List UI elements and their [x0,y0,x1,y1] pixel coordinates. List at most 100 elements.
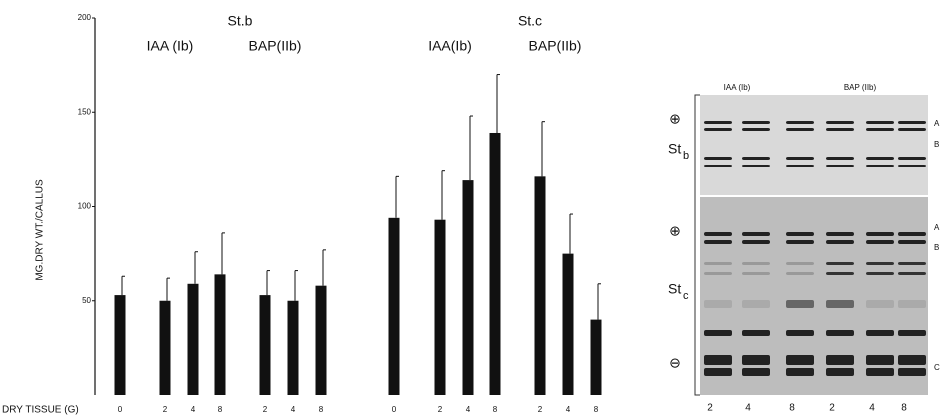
gel-symbol: ⊖ [669,355,681,371]
gel-band [898,368,926,376]
gel-marker: A [934,119,940,128]
gel-band [898,157,926,160]
gel-band [742,157,770,160]
gel-band [866,272,894,275]
bar [187,283,199,395]
gel-band [826,368,854,376]
y-tick-label: 150 [78,107,92,116]
gel-symbol: ⊕ [669,111,681,127]
x-tick-label: 8 [493,405,498,414]
gel-band [898,300,926,308]
x-tick-label: 4 [466,405,471,414]
gel-row-sub: b [683,150,689,162]
gel-band [742,240,770,244]
error-bar [496,74,500,133]
bar [562,253,574,395]
error-bar [194,251,198,284]
gel-band [704,272,732,275]
gel-band [866,368,894,376]
gel-band [704,368,732,376]
y-tick-label: 100 [78,202,92,211]
gel-symbol: ⊕ [669,223,681,239]
gel-band [786,368,814,376]
gel-marker: C [934,363,940,372]
bar [159,300,171,395]
gel-band [826,330,854,336]
gel-band [866,262,894,265]
gel-band [786,128,814,131]
gel-band [898,272,926,275]
error-bar [121,275,125,296]
x-tick-label: 2 [438,405,443,414]
gel-lane-label: 8 [901,403,907,414]
gel-band [704,157,732,160]
gel-band [898,121,926,124]
gel-band [866,330,894,336]
gel-band [898,165,926,167]
x-tick-label: 4 [566,405,571,414]
gel-band [826,262,854,265]
gel-marker: A [934,223,940,232]
x-tick-label: 0 [118,405,123,414]
error-bar [541,121,545,177]
gel-band [826,121,854,124]
gel-panel [700,197,928,395]
gel-band [866,121,894,124]
error-bar [294,270,298,301]
gel-band [742,262,770,265]
gel-band [742,128,770,131]
x-tick-label: 2 [263,405,268,414]
error-bar [221,232,225,275]
gel-band [786,121,814,124]
gel-band [786,272,814,275]
gel-band [704,330,732,336]
gel-band [704,300,732,308]
gel-band [866,157,894,160]
gel-lane-group: BAP (IIb) [844,83,877,92]
bracket [694,94,700,396]
error-bar [469,115,473,181]
gel-band [866,300,894,308]
gel-band [898,330,926,336]
gel-band [866,232,894,236]
bar [114,295,126,395]
gel-band [786,165,814,167]
gel-band [866,128,894,131]
bar [534,176,546,395]
gel-row-label: St [668,141,681,157]
bar [287,300,299,395]
bar [590,319,602,395]
gel-band [826,300,854,308]
group-label: IAA (Ib) [147,38,194,54]
gel-lane-label: 8 [789,403,795,414]
bar [259,295,271,395]
error-bar [441,170,445,220]
bar [388,217,400,395]
gel-band [786,300,814,308]
gel-band [826,355,854,365]
x-tick-label: 8 [594,405,599,414]
gel-band [826,232,854,236]
gel-band [742,272,770,275]
gel-panel [700,95,928,195]
error-bar [322,249,326,286]
error-bar [166,277,170,301]
gel-lane-label: 4 [869,403,875,414]
error-bar [569,213,573,254]
group-label: St.b [228,13,253,29]
group-label: IAA(Ib) [428,38,472,54]
gel-band [704,128,732,131]
y-axis-title: MG.DRY WT./CALLUS [35,179,46,281]
x-tick-label: 4 [291,405,296,414]
bar [214,274,226,395]
gel-band [898,262,926,265]
gel-band [742,368,770,376]
x-tick-label: 8 [218,405,223,414]
gel-band [826,272,854,275]
gel-band [786,355,814,365]
gel-band [742,355,770,365]
gel-band [704,232,732,236]
gel-band [866,355,894,365]
